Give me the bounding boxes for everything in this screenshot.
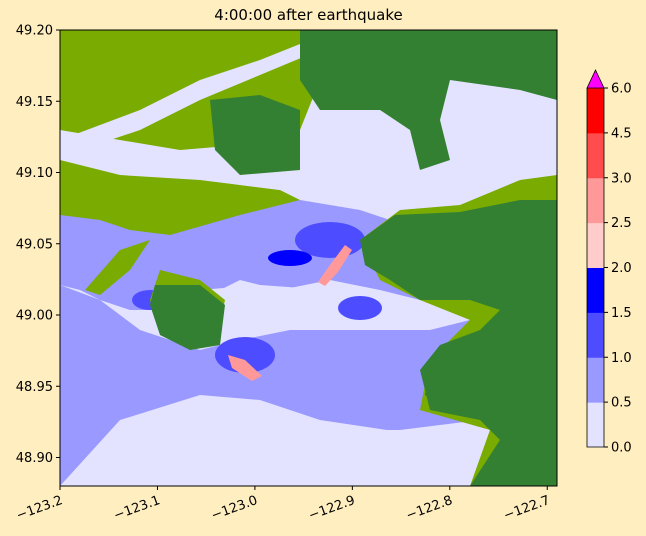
x-tick-label: −122.8 (404, 493, 454, 524)
water-level-0-south (60, 395, 490, 486)
colorbar-tick-label: 0.5 (611, 396, 632, 411)
x-tick-label: −122.7 (502, 493, 552, 524)
colorbar-segment (587, 132, 604, 179)
x-tick-label: −123.0 (209, 493, 259, 524)
colorbar: 0.0 0.5 1.0 1.5 2.0 2.5 3.0 4.5 6.0 (586, 69, 632, 456)
low-land-spit (85, 240, 150, 295)
colorbar-segment (587, 177, 604, 224)
y-tick-label: 48.95 (16, 380, 53, 395)
water-level-2-patch (338, 296, 382, 320)
water-level-1-south (60, 285, 500, 486)
colorbar-tick-label: 4.5 (611, 126, 632, 141)
colorbar-tick-label: 0.0 (611, 441, 632, 456)
plot-title: 4:00:00 after earthquake (214, 6, 403, 24)
water-level-3-patch (268, 250, 312, 266)
y-tick-label: 49.05 (16, 237, 53, 252)
x-tick-label: −122.9 (307, 493, 357, 524)
high-land-north (300, 30, 557, 170)
colorbar-tick-label: 2.5 (611, 216, 632, 231)
high-land-white-rock (425, 350, 510, 410)
colorbar-segment (587, 312, 604, 358)
y-tick-label: 49.15 (16, 95, 53, 110)
x-tick-label: −123.2 (14, 493, 64, 524)
x-tick-label: −123.1 (112, 493, 162, 524)
low-land-delta (60, 160, 300, 235)
colorbar-segment (587, 402, 604, 448)
water-level-0-mid (200, 285, 430, 330)
map-area (60, 30, 557, 486)
colorbar-tick-label: 3.0 (611, 171, 632, 186)
y-tick-label: 49.00 (16, 309, 53, 324)
y-tick-label: 49.20 (16, 24, 53, 39)
colorbar-extend-arrow (586, 69, 605, 89)
high-land-lulu (210, 95, 300, 175)
y-tick-label: 49.10 (16, 166, 53, 181)
colorbar-segment (587, 357, 604, 403)
y-tick-label: 48.90 (16, 451, 53, 466)
colorbar-segment (587, 222, 604, 268)
colorbar-tick-label: 1.0 (611, 351, 632, 366)
plot-frame (59, 29, 558, 487)
colorbar-tick-label: 2.0 (611, 261, 632, 276)
y-axis: 49.20 49.15 49.10 49.05 49.00 48.95 48.90 (16, 24, 60, 466)
colorbar-tick-label: 1.5 (611, 306, 632, 321)
colorbar-tick-label: 6.0 (611, 82, 632, 97)
high-water-bank-south (228, 355, 262, 381)
high-land-east (360, 200, 557, 486)
high-land-tsawwassen (150, 285, 225, 350)
water-level-2-patch (215, 337, 275, 373)
colorbar-segment (587, 88, 604, 134)
high-water-bank (318, 245, 352, 286)
x-axis: −123.2 −123.1 −123.0 −122.9 −122.8 −122.7 (14, 486, 552, 524)
water-channel-river (60, 40, 320, 155)
colorbar-segment (587, 267, 604, 313)
